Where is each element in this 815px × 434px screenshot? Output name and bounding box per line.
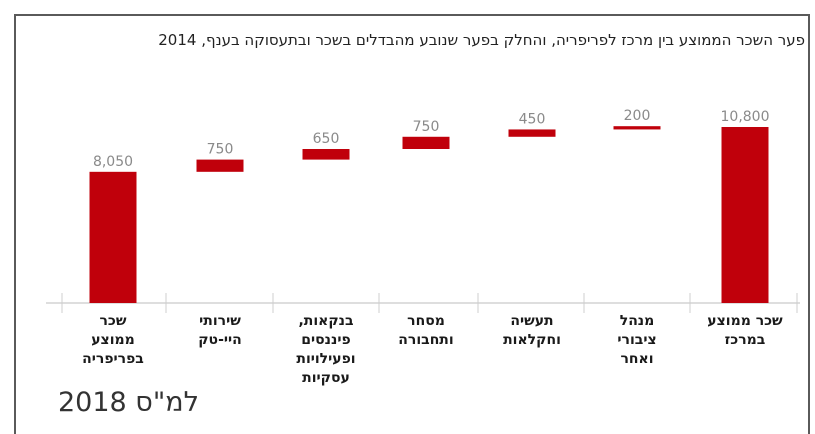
category-label-1: שירותי היי-טק	[198, 313, 242, 348]
value-label-0: 8,050	[93, 154, 133, 170]
bar-4	[508, 129, 556, 137]
category-label-6: שכר ממוצע במרכז	[707, 313, 783, 348]
bar-6	[721, 127, 769, 303]
value-label-4: 450	[519, 111, 546, 127]
value-label-3: 750	[413, 119, 440, 135]
category-label-2: בנקאות, פיננסים ופעילויות עסקיות	[296, 313, 356, 386]
waterfall-chart: 8,050 750 650 750 450 200 10,800	[46, 108, 800, 313]
category-label-3: מסחר ותחבורה	[398, 313, 454, 348]
bar-1	[196, 159, 244, 172]
bar-5	[613, 126, 661, 130]
category-label-4: תעשיה וחקלאות	[503, 313, 561, 348]
bar-3	[402, 136, 450, 149]
value-label-1: 750	[207, 142, 234, 158]
bar-2	[302, 149, 350, 160]
value-label-2: 650	[313, 131, 340, 147]
value-label-5: 200	[624, 108, 651, 124]
chart-title: פער השכר הממוצע בין מרכז לפריפריה, והחלק…	[158, 31, 805, 49]
category-label-0: שכר ממוצע בפריפריה	[82, 313, 144, 367]
chart-frame	[14, 14, 810, 434]
source-note: למ"ס 2018	[58, 387, 199, 418]
category-label-5: מנהל ציבורי ואחר	[617, 313, 657, 367]
value-label-6: 10,800	[721, 109, 770, 125]
bar-0	[89, 171, 137, 303]
